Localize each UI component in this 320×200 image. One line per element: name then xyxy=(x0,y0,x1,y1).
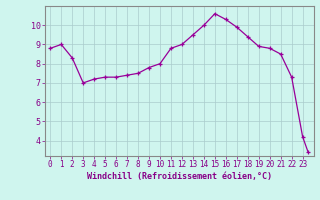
X-axis label: Windchill (Refroidissement éolien,°C): Windchill (Refroidissement éolien,°C) xyxy=(87,172,272,181)
